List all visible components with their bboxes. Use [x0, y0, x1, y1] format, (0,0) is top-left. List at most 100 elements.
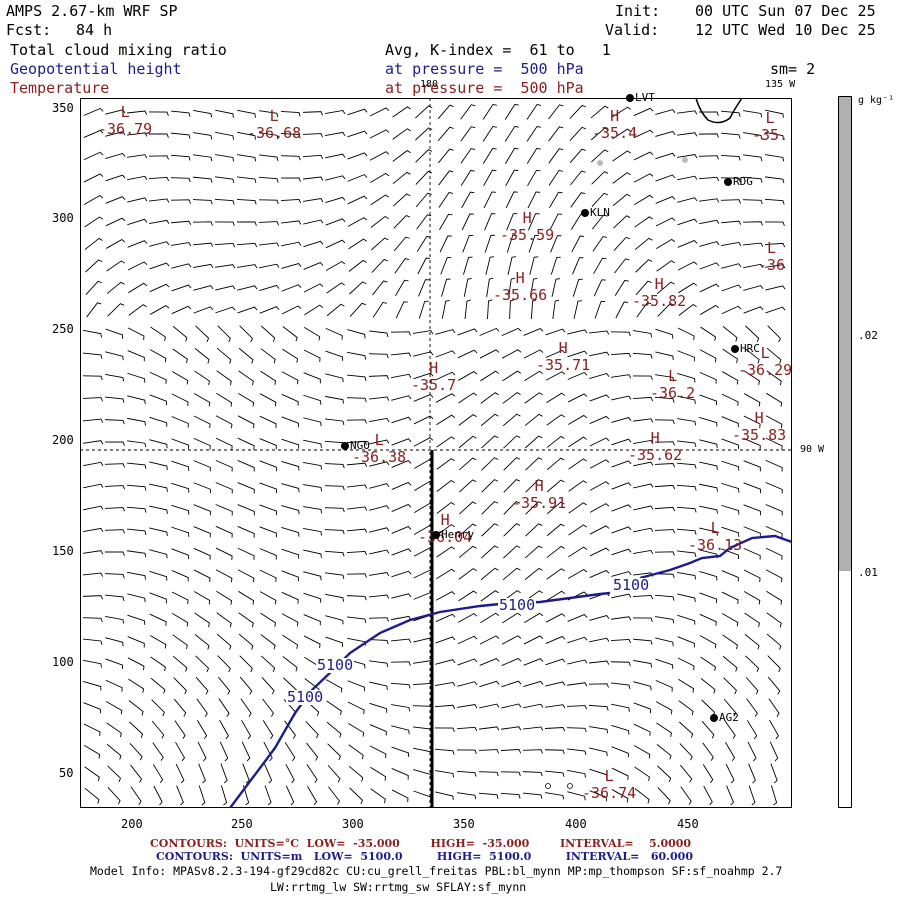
pressure-system-label: L -36 — [758, 240, 785, 274]
wind-barb — [82, 617, 103, 623]
wind-barb — [348, 238, 368, 250]
wind-barb — [527, 169, 541, 187]
wind-barb — [545, 658, 566, 666]
wind-barb — [346, 595, 367, 601]
wind-barb — [259, 393, 277, 407]
wind-barb — [700, 678, 716, 694]
wind-barb — [259, 438, 277, 450]
wind-barb — [195, 655, 210, 673]
wind-barb — [524, 567, 543, 580]
wind-barb — [436, 546, 455, 558]
wind-barb — [764, 198, 785, 205]
wind-barb — [568, 414, 588, 425]
meridian-label-90w: 90 W — [800, 444, 825, 455]
wind-barb — [259, 482, 278, 494]
wind-barb — [591, 192, 608, 207]
temperature-value: -35.83 — [732, 426, 787, 444]
wind-barb — [568, 502, 587, 514]
wind-barb — [395, 279, 409, 297]
wind-barb — [699, 483, 718, 492]
wind-barb — [611, 482, 632, 490]
wind-barb — [369, 129, 390, 139]
wind-barb — [196, 720, 208, 740]
wind-barb — [571, 235, 585, 253]
wind-barb — [369, 461, 390, 467]
wind-barb — [530, 299, 537, 320]
wind-barb — [507, 256, 517, 275]
x-tick-label: 300 — [342, 817, 364, 831]
wind-barb — [699, 461, 718, 470]
wind-barb — [479, 635, 500, 645]
wind-barb — [702, 764, 714, 784]
wind-barb — [83, 681, 102, 691]
wind-barb — [215, 264, 236, 269]
wind-barb — [85, 259, 103, 273]
wind-barb — [326, 282, 345, 294]
wind-barb — [328, 786, 341, 805]
wind-barb — [83, 418, 104, 423]
wind-barb — [240, 698, 252, 717]
wind-barb — [369, 417, 390, 423]
wind-barb — [127, 636, 145, 648]
wind-barb — [611, 504, 632, 512]
wind-barb — [743, 285, 764, 291]
wind-barb — [570, 192, 586, 208]
wind-barb — [151, 699, 165, 717]
station-label: Henry — [441, 528, 475, 541]
wind-barb — [546, 523, 565, 537]
low-marker: L — [767, 239, 777, 257]
wind-barb — [589, 437, 610, 447]
wind-barb — [347, 217, 368, 227]
wind-barb — [346, 419, 367, 424]
wind-barb — [105, 174, 126, 182]
wind-barb — [505, 191, 518, 209]
low-marker: L — [765, 109, 775, 127]
wind-barb — [347, 680, 365, 692]
wind-barb — [346, 573, 367, 578]
wind-barb — [84, 237, 103, 250]
wind-barb — [677, 197, 698, 203]
wind-barb — [677, 154, 698, 159]
wind-barb — [216, 590, 233, 605]
pressure-system-label: H -35.59 — [500, 210, 554, 244]
wind-barb — [395, 301, 408, 319]
wind-barb — [721, 263, 742, 269]
wind-barb — [463, 256, 473, 275]
wind-barb — [588, 683, 609, 688]
wind-barb — [589, 481, 610, 491]
wind-barb — [656, 238, 676, 249]
wind-barb — [171, 110, 191, 117]
wind-barb — [418, 279, 430, 297]
cloud-marker — [597, 160, 603, 166]
wind-barb — [550, 256, 561, 275]
wind-barb — [349, 787, 364, 805]
height-contour-info: CONTOURS: UNITS=m LOW= 5100.0 HIGH= 5100… — [156, 850, 693, 863]
wind-barb — [259, 569, 277, 582]
wind-barb — [677, 218, 698, 226]
wind-barb — [84, 766, 100, 782]
wind-barb — [525, 479, 543, 493]
wind-barb — [149, 241, 170, 247]
wind-barb — [632, 638, 653, 645]
wind-barb — [589, 547, 610, 557]
wind-barb — [655, 658, 674, 669]
wind-barb — [127, 593, 146, 603]
wind-barb — [258, 221, 280, 226]
wind-barb — [391, 638, 412, 643]
wind-barb — [84, 216, 104, 228]
high-marker: H — [650, 429, 660, 447]
wind-barb — [391, 548, 412, 556]
wind-barb — [725, 742, 736, 762]
wind-barb — [239, 655, 253, 673]
wind-barb — [746, 720, 758, 740]
wind-barb — [216, 347, 232, 364]
wind-barb — [303, 262, 324, 270]
wind-barb — [130, 764, 143, 783]
temperature-value: -36.29 — [738, 361, 793, 379]
wind-barb — [173, 698, 187, 717]
wind-barb — [369, 681, 388, 690]
wind-barb — [568, 524, 587, 536]
wind-barb — [460, 148, 476, 164]
wind-barb — [503, 479, 521, 493]
wind-barb — [633, 330, 653, 338]
